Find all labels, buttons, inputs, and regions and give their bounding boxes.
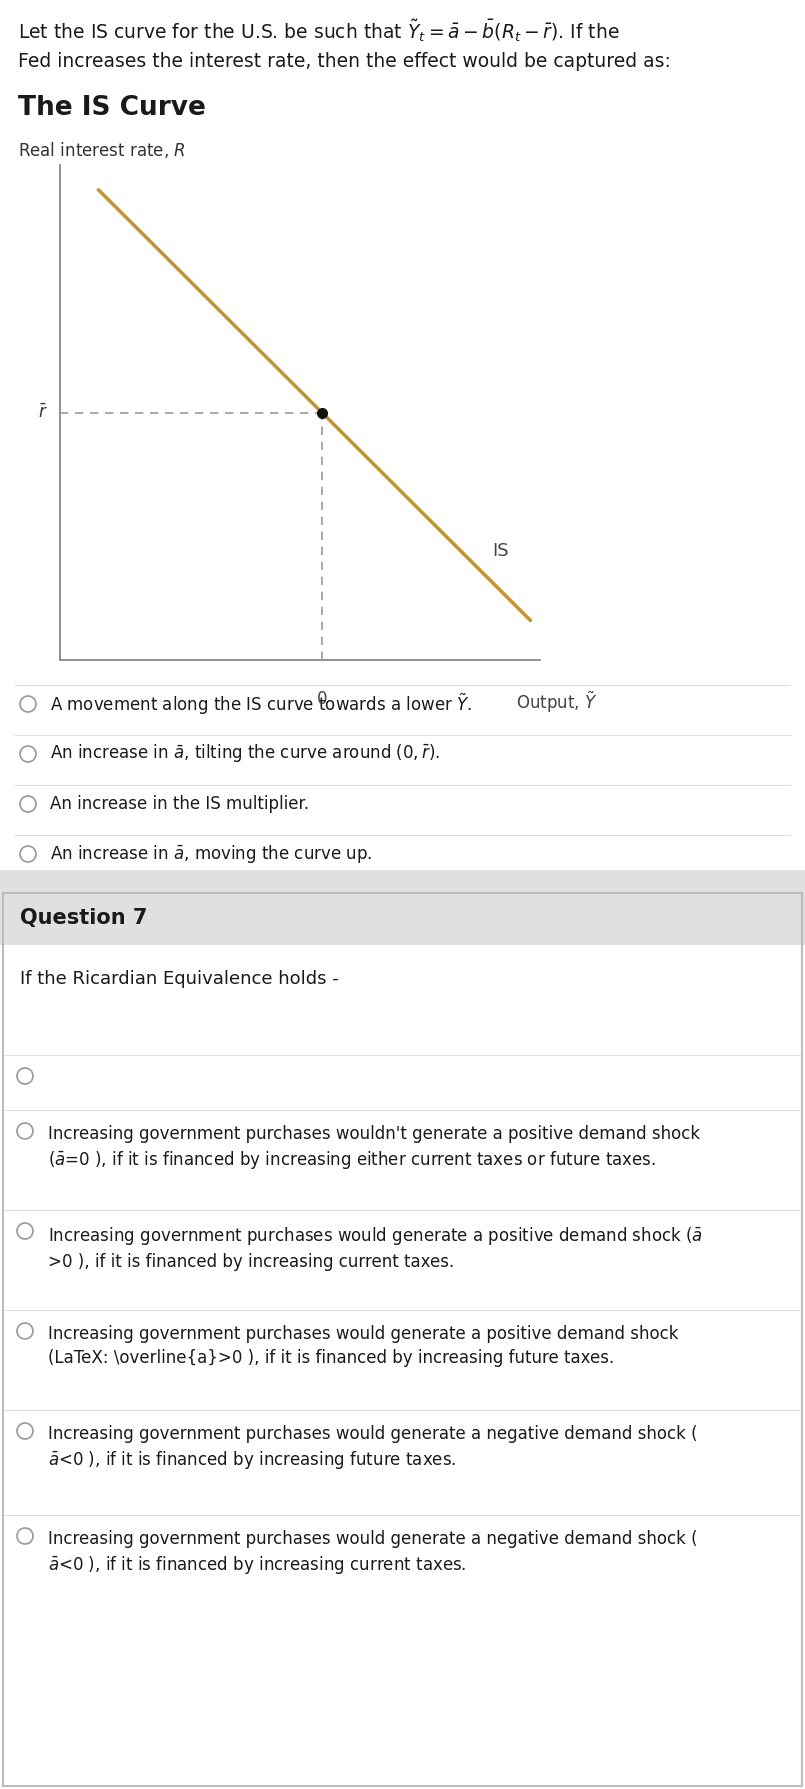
Circle shape bbox=[17, 1324, 33, 1338]
Text: Increasing government purchases would generate a positive demand shock ($\bar{a}: Increasing government purchases would ge… bbox=[48, 1225, 703, 1270]
Text: Fed increases the interest rate, then the effect would be captured as:: Fed increases the interest rate, then th… bbox=[18, 52, 671, 72]
Circle shape bbox=[20, 746, 36, 762]
Bar bbox=[0, 945, 805, 1789]
Text: Increasing government purchases would generate a negative demand shock (
$\bar{a: Increasing government purchases would ge… bbox=[48, 1426, 697, 1471]
Text: Let the IS curve for the U.S. be such that $\tilde{Y}_t = \bar{a} - \bar{b}(R_t : Let the IS curve for the U.S. be such th… bbox=[18, 18, 620, 45]
Text: A movement along the IS curve towards a lower $\tilde{Y}$.: A movement along the IS curve towards a … bbox=[50, 691, 472, 717]
Circle shape bbox=[20, 796, 36, 812]
Circle shape bbox=[17, 1224, 33, 1240]
Text: Increasing government purchases wouldn't generate a positive demand shock
($\bar: Increasing government purchases wouldn't… bbox=[48, 1125, 700, 1172]
Text: $\bar{r}$: $\bar{r}$ bbox=[39, 403, 48, 422]
Circle shape bbox=[17, 1528, 33, 1544]
Circle shape bbox=[20, 696, 36, 712]
Circle shape bbox=[20, 846, 36, 862]
Text: Increasing government purchases would generate a positive demand shock
(LaTeX: \: Increasing government purchases would ge… bbox=[48, 1326, 679, 1367]
Bar bbox=[0, 869, 805, 889]
Text: If the Ricardian Equivalence holds -: If the Ricardian Equivalence holds - bbox=[20, 970, 339, 988]
Text: 0: 0 bbox=[316, 691, 327, 708]
Circle shape bbox=[17, 1422, 33, 1438]
Text: An increase in $\bar{a}$, tilting the curve around $(0, \bar{r})$.: An increase in $\bar{a}$, tilting the cu… bbox=[50, 742, 440, 766]
Text: IS: IS bbox=[492, 542, 509, 560]
Bar bbox=[0, 0, 805, 869]
Circle shape bbox=[17, 1123, 33, 1140]
Text: Real interest rate, $R$: Real interest rate, $R$ bbox=[18, 140, 186, 159]
Text: An increase in $\bar{a}$, moving the curve up.: An increase in $\bar{a}$, moving the cur… bbox=[50, 843, 373, 866]
Circle shape bbox=[17, 1068, 33, 1084]
Text: The IS Curve: The IS Curve bbox=[18, 95, 206, 122]
Bar bbox=[3, 893, 802, 1785]
Bar bbox=[0, 889, 805, 945]
Text: Question 7: Question 7 bbox=[20, 909, 147, 928]
Text: An increase in the IS multiplier.: An increase in the IS multiplier. bbox=[50, 794, 309, 812]
Text: Output, $\tilde{Y}$: Output, $\tilde{Y}$ bbox=[516, 691, 597, 716]
Text: Increasing government purchases would generate a negative demand shock (
$\bar{a: Increasing government purchases would ge… bbox=[48, 1530, 697, 1576]
